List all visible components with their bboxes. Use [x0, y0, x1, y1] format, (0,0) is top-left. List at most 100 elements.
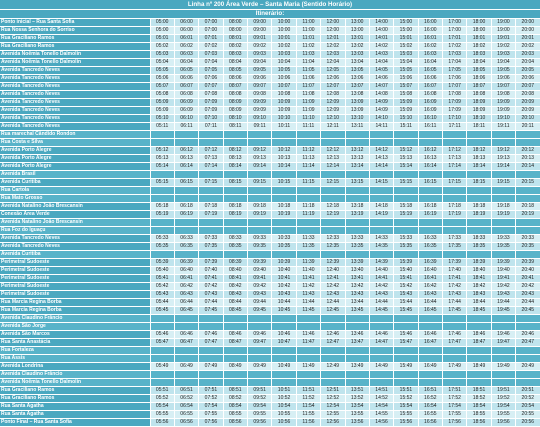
stop-name: Perimetral Sudoeste — [0, 274, 151, 283]
time-cell: 06:06 — [174, 74, 200, 83]
table-row: Rua Santa Agatha 05:54 06:54 07:54 08:54 09:5… — [0, 402, 540, 411]
time-cell: 18:35 — [466, 242, 492, 251]
time-cell — [369, 226, 395, 235]
time-cell — [369, 378, 395, 387]
time-cell: 19:00 — [491, 19, 517, 27]
time-cell: 07:54 — [198, 402, 224, 411]
time-cell — [369, 130, 395, 139]
time-cell: 10:40 — [271, 266, 297, 275]
time-cell: 08:08 — [223, 90, 249, 99]
time-cell: 11:05 — [296, 66, 322, 75]
time-cell: 11:13 — [296, 154, 322, 163]
table-row: Rua Fortaleza — [0, 346, 540, 355]
time-cell — [393, 170, 419, 179]
time-cell: 10:19 — [271, 210, 297, 219]
time-cell: 15:52 — [393, 394, 419, 403]
time-cell: 15:03 — [393, 50, 419, 59]
time-cell: 17:01 — [442, 34, 468, 43]
time-cell: 19:15 — [491, 178, 517, 187]
time-cell — [345, 170, 370, 179]
time-cell — [198, 130, 224, 139]
time-cell — [150, 218, 175, 227]
time-cell: 17:06 — [442, 74, 468, 83]
time-cell: 16:41 — [418, 274, 444, 283]
time-cell: 13:44 — [345, 298, 370, 307]
time-cell: 12:06 — [320, 74, 346, 83]
time-cell: 14:19 — [369, 210, 395, 219]
time-cell — [320, 170, 346, 179]
time-cell — [393, 218, 419, 227]
time-cell: 13:02 — [345, 42, 370, 51]
time-cell: 06:05 — [174, 66, 200, 75]
time-cell: 20:33 — [515, 234, 540, 243]
time-cell — [418, 378, 444, 387]
time-cell: 13:40 — [345, 266, 370, 275]
time-cell — [320, 218, 346, 227]
time-cell: 08:13 — [223, 154, 249, 163]
time-cell — [271, 226, 297, 235]
time-cell — [247, 186, 273, 195]
time-cell: 18:14 — [466, 162, 492, 171]
time-cell — [418, 130, 444, 139]
time-cell: 15:43 — [393, 290, 419, 299]
time-cell: 05:11 — [150, 122, 175, 131]
time-cell: 11:01 — [296, 34, 322, 43]
time-cell — [418, 322, 444, 331]
time-cell — [442, 354, 468, 363]
time-cell: 18:10 — [466, 114, 492, 123]
time-cell — [320, 314, 346, 323]
time-cell — [296, 170, 322, 179]
time-cell: 14:40 — [369, 266, 395, 275]
time-cell — [345, 378, 370, 387]
time-cell: 17:43 — [442, 290, 468, 299]
time-cell — [296, 370, 322, 379]
time-cell: 08:51 — [223, 386, 249, 395]
time-cell: 10:54 — [271, 402, 297, 411]
time-cell — [296, 346, 322, 355]
time-cell — [271, 322, 297, 331]
stop-name: Avenida Noêmia Tonello Dalmolin — [0, 378, 151, 387]
time-cell — [418, 314, 444, 323]
time-cell: 20:47 — [515, 338, 540, 347]
stop-name: Avenida Natalino João Brescansin — [0, 218, 151, 227]
stop-name: Avenida Tancredo Neves — [0, 122, 151, 131]
stop-name: Rua Graciliano Ramos — [0, 34, 151, 43]
time-cell: 06:43 — [174, 290, 200, 299]
time-cell: 17:15 — [442, 178, 468, 187]
time-cell: 16:33 — [418, 234, 444, 243]
time-cell: 14:54 — [369, 402, 395, 411]
time-cell: 20:04 — [515, 58, 540, 67]
time-cell: 09:14 — [247, 162, 273, 171]
time-cell: 10:14 — [271, 162, 297, 171]
time-cell: 14:00 — [369, 26, 395, 35]
time-cell: 11:19 — [296, 210, 322, 219]
time-cell — [320, 226, 346, 235]
time-cell: 16:06 — [418, 74, 444, 83]
time-cell: 17:00 — [442, 26, 468, 35]
time-cell: 14:06 — [369, 74, 395, 83]
time-cell — [271, 186, 297, 195]
time-cell: 10:18 — [271, 202, 297, 211]
time-cell — [442, 138, 468, 147]
time-cell: 10:10 — [271, 114, 297, 123]
time-cell: 17:49 — [442, 362, 468, 371]
time-cell: 05:52 — [150, 394, 175, 403]
time-cell — [491, 226, 517, 235]
time-cell — [369, 194, 395, 203]
time-cell: 10:47 — [271, 338, 297, 347]
time-cell — [296, 218, 322, 227]
time-cell — [515, 378, 540, 387]
time-cell — [345, 250, 370, 259]
time-cell: 17:04 — [442, 58, 468, 67]
time-cell: 15:07 — [393, 82, 419, 91]
time-cell: 12:54 — [320, 402, 346, 411]
time-cell: 13:07 — [345, 82, 370, 91]
time-cell: 11:54 — [296, 402, 322, 411]
time-cell: 06:35 — [174, 242, 200, 251]
time-cell — [491, 170, 517, 179]
time-cell: 17:07 — [442, 82, 468, 91]
stop-name: Rua Costa e Silva — [0, 138, 151, 147]
time-cell: 11:09 — [296, 106, 322, 115]
time-cell — [174, 170, 200, 179]
time-cell: 05:35 — [150, 242, 175, 251]
